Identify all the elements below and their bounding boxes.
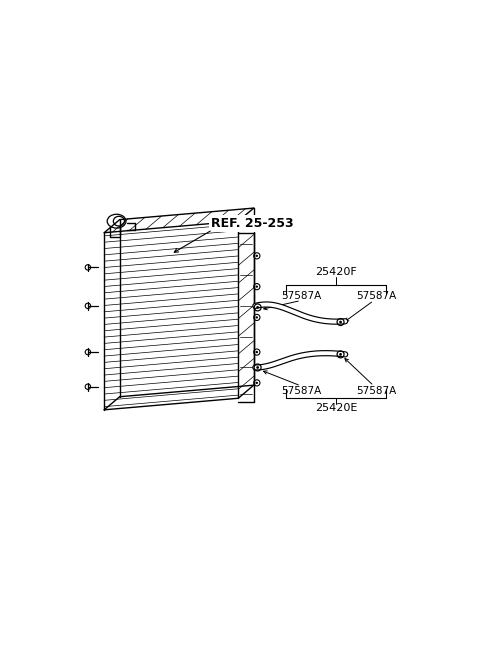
Circle shape	[256, 366, 259, 369]
Circle shape	[256, 351, 258, 353]
Text: 57587A: 57587A	[281, 291, 321, 301]
Circle shape	[256, 316, 258, 319]
Text: 57587A: 57587A	[281, 386, 321, 396]
Circle shape	[256, 382, 258, 384]
Text: REF. 25-253: REF. 25-253	[211, 217, 294, 230]
Circle shape	[339, 353, 342, 356]
Circle shape	[256, 255, 258, 257]
Circle shape	[256, 306, 259, 309]
Circle shape	[339, 321, 342, 323]
Text: 57587A: 57587A	[356, 386, 396, 396]
Circle shape	[256, 285, 258, 288]
Text: 25420F: 25420F	[315, 267, 357, 277]
Text: 57587A: 57587A	[356, 291, 396, 301]
Text: 25420E: 25420E	[315, 403, 357, 413]
